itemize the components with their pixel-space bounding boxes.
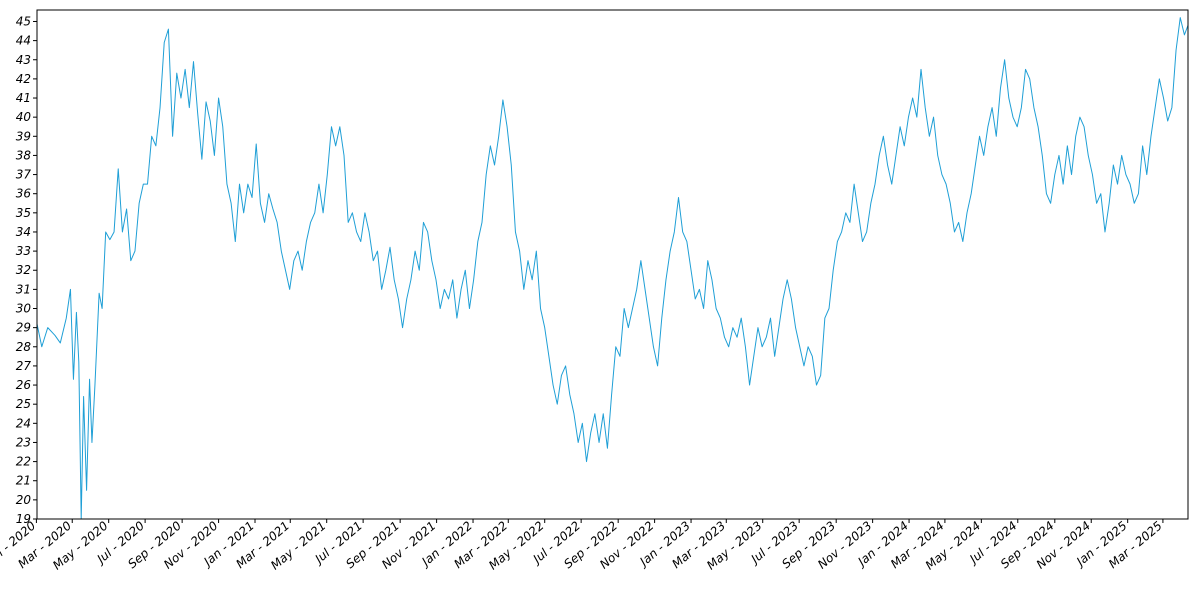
series-line-0 — [36, 17, 1189, 520]
y-tick-label: 44 — [16, 34, 31, 48]
y-tick-label: 42 — [16, 72, 31, 86]
y-tick-label: 35 — [16, 206, 31, 220]
y-tick-label: 38 — [16, 148, 32, 162]
y-tick-label: 39 — [16, 129, 31, 143]
y-tick-label: 23 — [16, 435, 31, 449]
y-tick-label: 43 — [16, 53, 31, 67]
y-tick-label: 32 — [16, 263, 31, 277]
y-tick-label: 36 — [16, 187, 32, 201]
y-tick-label: 27 — [16, 359, 32, 373]
y-tick-label: 41 — [16, 91, 31, 105]
y-tick-label: 21 — [16, 474, 31, 488]
y-tick-label: 26 — [16, 378, 32, 392]
y-tick-label: 40 — [16, 110, 32, 124]
y-tick-label: 37 — [16, 168, 32, 182]
y-tick-label: 24 — [16, 416, 31, 430]
y-tick-label: 30 — [16, 302, 32, 316]
y-tick-label: 45 — [16, 14, 31, 28]
y-tick-label: 22 — [16, 455, 31, 469]
y-tick-label: 25 — [16, 397, 31, 411]
y-tick-label: 33 — [16, 244, 31, 258]
y-tick-label: 19 — [16, 512, 31, 526]
y-tick-label: 34 — [16, 225, 31, 239]
plot-frame — [36, 9, 1189, 520]
y-tick-label: 29 — [16, 321, 31, 335]
y-tick-label: 20 — [16, 493, 32, 507]
y-tick-label: 31 — [16, 282, 31, 296]
y-tick-label: 28 — [16, 340, 32, 354]
